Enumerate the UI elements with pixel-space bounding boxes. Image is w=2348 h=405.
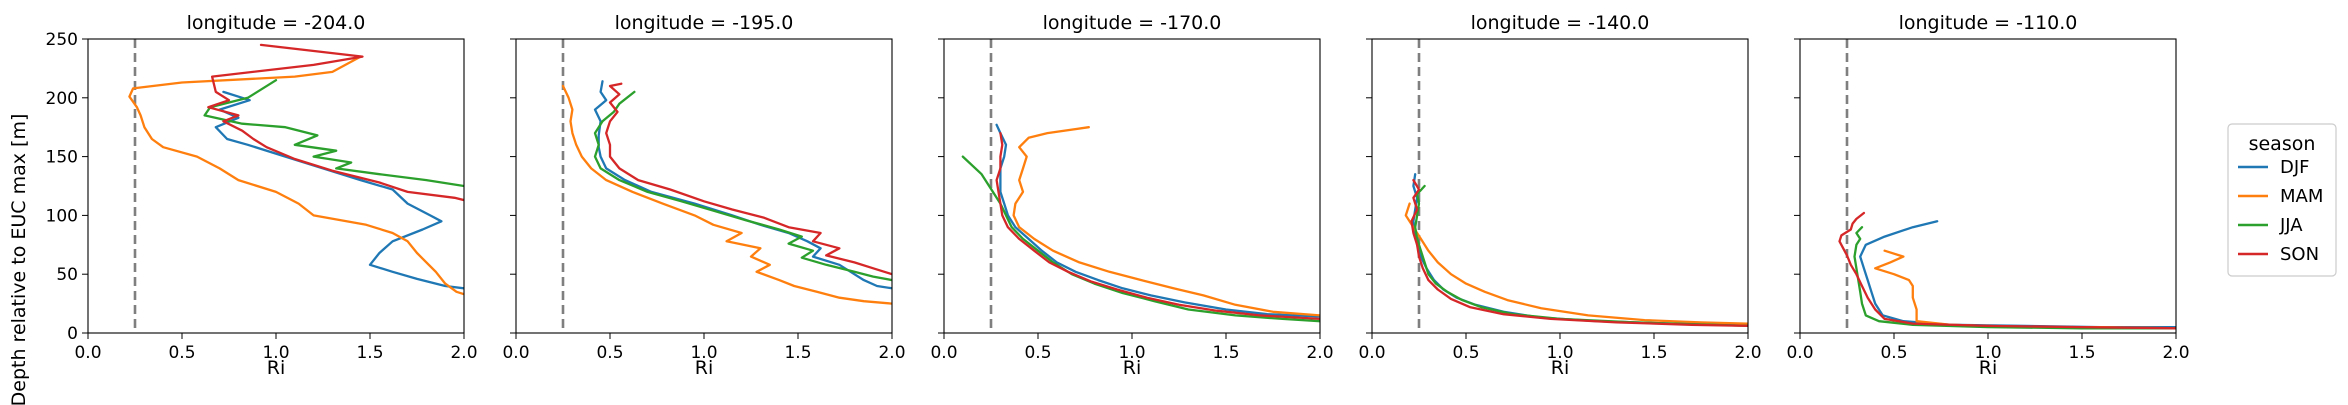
legend-label-son: SON <box>2280 244 2319 265</box>
x-tick-label: 0.5 <box>1452 343 1479 363</box>
y-tick-label: 200 <box>46 89 78 109</box>
series-line-djf <box>995 123 1320 318</box>
series-line-djf <box>214 90 464 290</box>
series-line-jja <box>1853 226 2176 330</box>
x-tick-label: 1.0 <box>1118 343 1145 363</box>
x-tick-label: 0.0 <box>930 343 957 363</box>
x-axis-label: Ri <box>695 357 713 379</box>
series-group <box>1404 173 1748 328</box>
series-group <box>1838 211 2176 330</box>
x-tick-label: 2.0 <box>2162 343 2189 363</box>
series-line-jja <box>961 155 1320 323</box>
series-line-djf <box>1859 220 2176 329</box>
panel-1: longitude = -204.0 0.0 0.5 1.0 1.5 2.0 Ri 0 50 10… <box>46 12 478 379</box>
series-line-son <box>207 43 464 202</box>
x-tick-label: 1.5 <box>1212 343 1239 363</box>
panel-title: longitude = -170.0 <box>1043 12 1222 34</box>
x-tick-label: 0.5 <box>168 343 195 363</box>
panel-title: longitude = -140.0 <box>1471 12 1650 34</box>
panel-title: longitude = -204.0 <box>187 12 366 34</box>
x-tick-label: 0.5 <box>1880 343 1907 363</box>
x-tick-label: 2.0 <box>1734 343 1761 363</box>
x-tick-label: 0.5 <box>1024 343 1051 363</box>
x-tick-label: 0.0 <box>1358 343 1385 363</box>
y-tick-label: 100 <box>46 206 78 226</box>
panel-frame <box>1799 38 2177 334</box>
panel-4: longitude = -140.0 0.0 0.5 1.0 1.5 2.0 Ri <box>1358 12 1761 379</box>
y-tick-label: 150 <box>46 148 78 168</box>
series-line-mam <box>1874 249 2176 330</box>
legend-entries: DJF MAM JJA SON <box>2238 157 2323 265</box>
series-group <box>128 43 464 296</box>
y-tick-label: 50 <box>56 265 78 285</box>
x-tick-label: 1.5 <box>784 343 811 363</box>
panel-5: longitude = -110.0 0.0 0.5 1.0 1.5 2.0 Ri <box>1786 12 2189 379</box>
panel-frame <box>1371 38 1749 334</box>
y-axis-label: Depth relative to EUC max [m] <box>8 114 30 405</box>
y-tick-label: 0 <box>67 324 78 344</box>
x-tick-label: 1.5 <box>2068 343 2095 363</box>
series-line-mam <box>561 84 892 305</box>
x-tick-label: 0.5 <box>596 343 623 363</box>
x-axis-label: Ri <box>1551 357 1569 379</box>
x-tick-label: 2.0 <box>1306 343 1333 363</box>
series-line-jja <box>593 90 892 282</box>
series-line-djf <box>593 80 892 290</box>
x-axis-label: Ri <box>267 357 285 379</box>
x-tick-label: 1.0 <box>1546 343 1573 363</box>
panel-frame <box>515 38 893 334</box>
x-tick-label: 1.5 <box>356 343 383 363</box>
x-tick-label: 2.0 <box>450 343 477 363</box>
series-line-jja <box>203 79 464 188</box>
series-line-son <box>605 82 892 276</box>
series-group <box>961 123 1320 323</box>
series-line-mam <box>128 55 464 296</box>
panel-3: longitude = -170.0 0.0 0.5 1.0 1.5 2.0 Ri <box>930 12 1333 379</box>
series-group <box>561 80 892 305</box>
series-line-djf <box>1412 173 1748 326</box>
legend-label-jja: JJA <box>2279 215 2303 236</box>
x-tick-label: 1.0 <box>262 343 289 363</box>
panel-frame <box>87 38 465 334</box>
series-line-son <box>1410 178 1748 328</box>
x-tick-label: 0.0 <box>1786 343 1813 363</box>
series-line-son <box>995 131 1320 321</box>
series-line-mam <box>1404 202 1748 325</box>
x-axis-label: Ri <box>1123 357 1141 379</box>
series-line-mam <box>1012 126 1320 317</box>
panel-frame <box>943 38 1321 334</box>
panel-2: longitude = -195.0 0.0 0.5 1.0 1.5 2.0 Ri <box>502 12 905 379</box>
legend: season DJF MAM JJA SON <box>2227 123 2337 277</box>
panel-title: longitude = -195.0 <box>615 12 794 34</box>
x-tick-label: 1.0 <box>690 343 717 363</box>
legend-title: season <box>2249 133 2316 155</box>
x-tick-label: 1.0 <box>1974 343 2001 363</box>
y-tick-label: 250 <box>46 30 78 50</box>
x-axis-label: Ri <box>1979 357 1997 379</box>
legend-label-mam: MAM <box>2280 186 2323 207</box>
panel-title: longitude = -110.0 <box>1899 12 2078 34</box>
series-line-son <box>1838 211 2176 330</box>
x-tick-label: 0.0 <box>502 343 529 363</box>
legend-label-djf: DJF <box>2280 157 2310 178</box>
legend-frame <box>2227 123 2337 277</box>
chart-panels: longitude = -204.0 0.0 0.5 1.0 1.5 2.0 Ri 0 50 10… <box>46 12 2190 379</box>
x-tick-label: 2.0 <box>878 343 905 363</box>
x-tick-label: 0.0 <box>74 343 101 363</box>
x-tick-label: 1.5 <box>1640 343 1667 363</box>
